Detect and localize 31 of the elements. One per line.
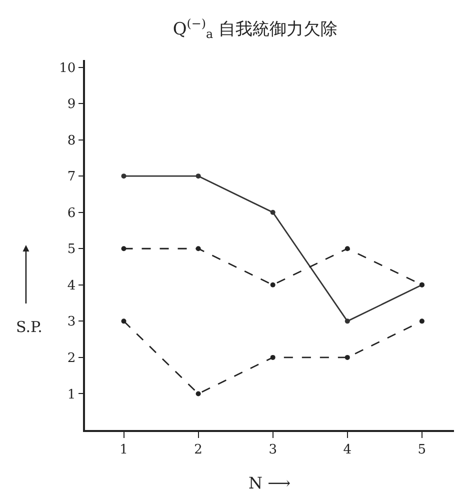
y-tick-label: 5	[67, 242, 76, 258]
point	[121, 318, 126, 324]
point	[344, 318, 350, 324]
x-tick-label: 1	[120, 442, 128, 458]
x-axis-title: N ⟶	[248, 474, 291, 492]
y-axis-title: S.P.	[16, 318, 42, 336]
point	[270, 210, 276, 215]
y-tick-label: 2	[67, 351, 76, 366]
point	[121, 174, 126, 179]
chart-title: Q$^{(−)}$$_{a}$ 自我統御力欠除	[172, 16, 338, 41]
point	[344, 354, 350, 360]
point	[344, 246, 350, 252]
y-tick-label: 6	[67, 206, 76, 221]
point	[121, 246, 126, 252]
x-tick-label: 5	[418, 442, 426, 458]
x-tick-label: 2	[194, 442, 202, 458]
point	[419, 318, 424, 324]
y-tick-label: 1	[67, 387, 76, 402]
point	[270, 282, 276, 288]
point	[196, 174, 201, 179]
point	[196, 246, 201, 252]
x-tick-label: 4	[343, 442, 352, 458]
y-tick-label: 4	[67, 278, 76, 294]
y-tick-label: 9	[67, 97, 76, 112]
point	[270, 354, 276, 360]
y-tick-label: 8	[67, 133, 76, 148]
y-tick-label: 7	[67, 170, 76, 185]
x-tick-label: 3	[268, 442, 277, 458]
y-tick-label: 3	[67, 314, 76, 330]
point	[196, 391, 201, 396]
y-tick-label: 10	[59, 60, 76, 76]
